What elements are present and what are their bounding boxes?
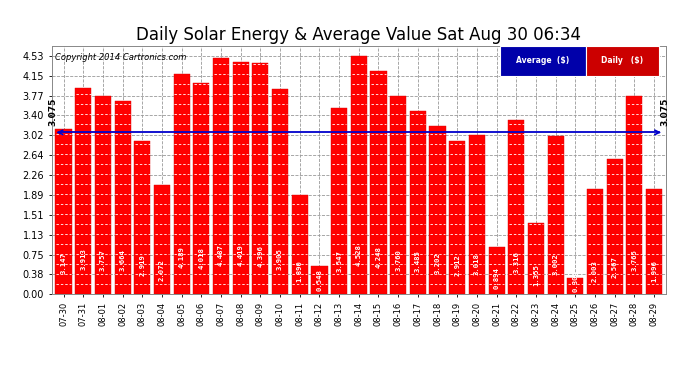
Text: 0.548: 0.548 [317,269,322,291]
Text: 3.765: 3.765 [631,249,638,271]
Text: Daily   ($): Daily ($) [602,56,644,65]
Text: 3.002: 3.002 [553,254,559,275]
Text: 3.485: 3.485 [415,251,421,272]
Bar [548,136,564,294]
Text: 4.189: 4.189 [179,246,185,268]
Text: 1.890: 1.890 [297,261,303,282]
Bar [627,96,642,294]
Text: 3.905: 3.905 [277,248,283,270]
Bar [646,189,662,294]
Text: 2.919: 2.919 [139,254,146,276]
Text: 4.487: 4.487 [218,244,224,266]
Bar [272,88,288,294]
Text: 2.912: 2.912 [454,254,460,276]
Bar [174,74,190,294]
Text: 3.664: 3.664 [119,249,126,271]
Bar [154,185,170,294]
Text: Average  ($): Average ($) [516,56,570,65]
Text: 4.528: 4.528 [356,244,362,266]
Text: 3.075: 3.075 [48,98,57,126]
Bar [331,108,347,294]
Bar [371,70,386,294]
Bar [587,189,603,294]
Text: 3.316: 3.316 [513,252,520,273]
Bar [410,111,426,294]
Text: 3.913: 3.913 [80,248,86,270]
Text: 3.147: 3.147 [61,253,66,274]
Text: 3.760: 3.760 [395,249,401,271]
Bar [55,129,72,294]
Bar [292,195,308,294]
Text: 3.547: 3.547 [336,250,342,272]
Text: 3.757: 3.757 [100,249,106,271]
Bar [567,278,583,294]
Bar [193,83,209,294]
Text: 1.996: 1.996 [651,260,657,282]
Text: 3.018: 3.018 [474,254,480,275]
Bar [75,88,91,294]
Bar [429,126,446,294]
Bar [253,63,268,294]
FancyBboxPatch shape [500,46,586,76]
Title: Daily Solar Energy & Average Value Sat Aug 30 06:34: Daily Solar Energy & Average Value Sat A… [137,26,581,44]
Bar [311,266,328,294]
Text: 0.304: 0.304 [572,271,578,292]
Bar [607,159,623,294]
Text: 1.355: 1.355 [533,264,539,286]
Bar [95,96,111,294]
Text: 3.075: 3.075 [660,98,669,126]
Text: 4.419: 4.419 [237,244,244,267]
Bar [135,141,150,294]
Text: 4.018: 4.018 [198,247,204,269]
Text: Copyright 2014 Cartronics.com: Copyright 2014 Cartronics.com [55,53,186,62]
FancyBboxPatch shape [586,46,659,76]
Text: 2.003: 2.003 [592,260,598,282]
Bar [469,135,485,294]
Bar [213,58,229,294]
Text: 4.248: 4.248 [375,246,382,267]
Bar [489,247,504,294]
Text: 4.396: 4.396 [257,245,264,267]
Bar [528,223,544,294]
Bar [449,141,465,294]
Bar [115,101,130,294]
Bar [390,96,406,294]
Text: 2.072: 2.072 [159,260,165,281]
Bar [233,62,249,294]
Bar [351,56,367,294]
Text: 3.202: 3.202 [435,252,440,274]
Text: 0.894: 0.894 [493,267,500,289]
Text: 2.567: 2.567 [611,256,618,278]
Bar [509,120,524,294]
